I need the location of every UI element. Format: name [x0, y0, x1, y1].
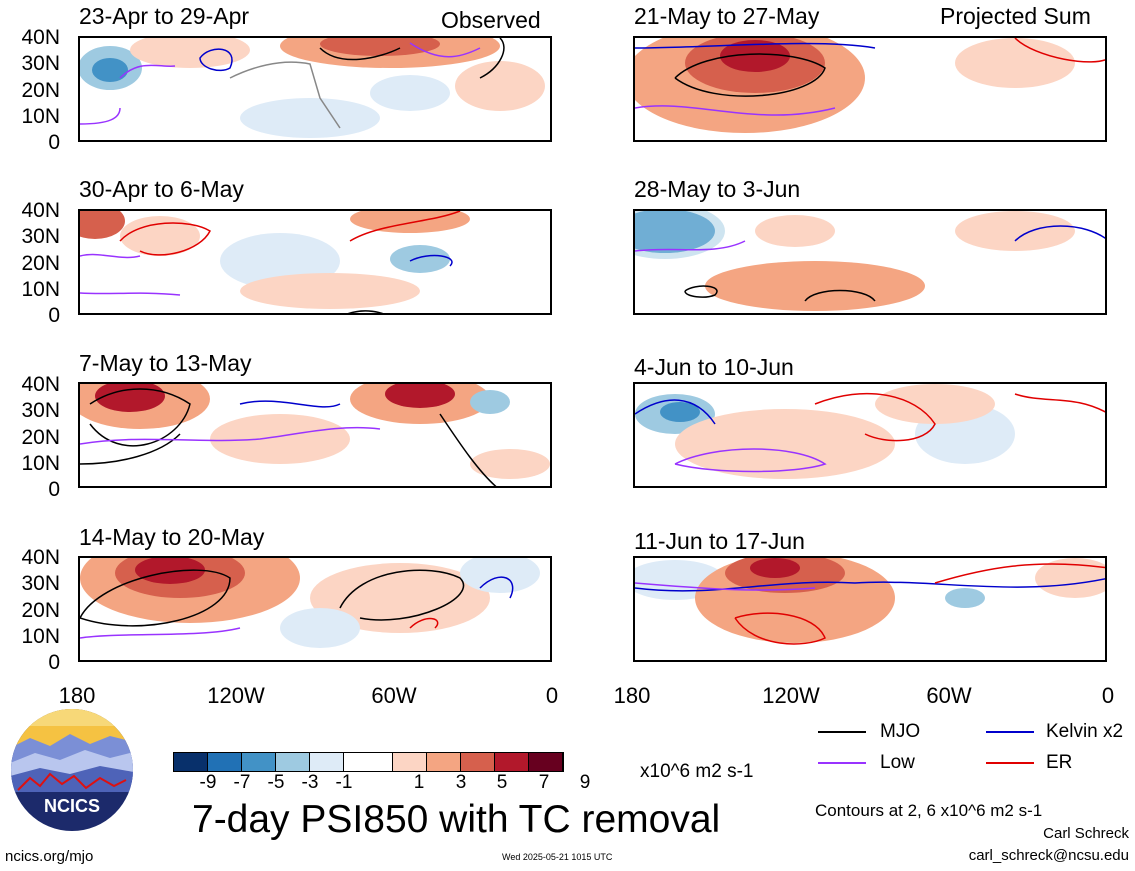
colorbar-units: x10^6 m2 s-1 [640, 761, 754, 782]
lat-label: 20N [21, 599, 60, 622]
lat-label: 0 [48, 478, 60, 501]
main-title: 7-day PSI850 with TC removal [192, 798, 721, 841]
map-panel-projected-3 [633, 382, 1107, 488]
lat-label: 10N [21, 105, 60, 128]
map-panel-observed-1 [78, 36, 552, 142]
lat-label: 30N [21, 572, 60, 595]
ncics-logo: NCICS [10, 708, 134, 832]
panel-title: 28-May to 3-Jun [634, 176, 801, 202]
lat-label: 30N [21, 52, 60, 75]
lat-label: 40N [21, 199, 60, 222]
lon-label: 60W [371, 683, 417, 708]
lat-label: 0 [48, 304, 60, 327]
colorbar-tick-label: -9 [199, 772, 217, 793]
panel-title: 4-Jun to 10-Jun [634, 354, 794, 380]
legend-kelvin-label: Kelvin x2 [1046, 721, 1124, 742]
lat-label: 30N [21, 225, 60, 248]
contours-note: Contours at 2, 6 x10^6 m2 s-1 [815, 801, 1043, 820]
colorbar-tick-label: -7 [233, 772, 251, 793]
colorbar-tick-label: -5 [267, 772, 285, 793]
colorbar-tick-label: 9 [579, 772, 591, 793]
map-panel-projected-1 [633, 36, 1107, 142]
panel-title: 23-Apr to 29-Apr [79, 3, 250, 29]
lat-label: 20N [21, 252, 60, 275]
email: carl_schreck@ncsu.edu [968, 847, 1129, 864]
lon-label: 0 [545, 683, 559, 708]
lat-label: 10N [21, 278, 60, 301]
map-panel-projected-2 [633, 209, 1107, 315]
lat-label: 40N [21, 546, 60, 569]
colorbar-tick-label: 3 [455, 772, 467, 793]
panel-title: 30-Apr to 6-May [79, 176, 244, 202]
colorbar-swatch [310, 753, 344, 771]
map-panel-observed-3 [78, 382, 552, 488]
legend-low-line [818, 762, 866, 764]
lon-label: 120W [762, 683, 820, 708]
timestamp: Wed 2025-05-21 1015 UTC [502, 852, 613, 862]
colorbar [173, 752, 564, 772]
colorbar-tick-label: 5 [496, 772, 508, 793]
map-panel-observed-4 [78, 556, 552, 662]
legend-low-label: Low [880, 752, 915, 773]
legend-kelvin-line [986, 731, 1034, 733]
lon-label: 0 [1101, 683, 1115, 708]
website-link[interactable]: ncics.org/mjo [5, 848, 94, 865]
lat-label: 20N [21, 426, 60, 449]
colorbar-tick-label: -1 [335, 772, 353, 793]
lon-label: 60W [926, 683, 972, 708]
legend-er-line [986, 762, 1034, 764]
map-panel-projected-4 [633, 556, 1107, 662]
lat-label: 10N [21, 452, 60, 475]
lat-label: 0 [48, 131, 60, 154]
colorbar-tick-label: -3 [301, 772, 319, 793]
colorbar-swatch [208, 753, 242, 771]
colorbar-swatch [393, 753, 427, 771]
colorbar-swatch [495, 753, 529, 771]
lat-label: 40N [21, 26, 60, 49]
legend-er-label: ER [1046, 752, 1073, 773]
colorbar-swatch [529, 753, 563, 771]
colorbar-swatch [461, 753, 495, 771]
colorbar-swatch [174, 753, 208, 771]
colorbar-swatch [427, 753, 461, 771]
panel-title: 7-May to 13-May [79, 350, 252, 376]
legend-mjo-line [818, 731, 866, 733]
colorbar-tick-label: 1 [413, 772, 425, 793]
panel-title: 21-May to 27-May [634, 3, 820, 29]
lat-label: 40N [21, 373, 60, 396]
projected-label: Projected Sum [940, 3, 1091, 29]
lon-label: 180 [58, 683, 96, 708]
lat-label: 0 [48, 651, 60, 674]
lat-label: 20N [21, 79, 60, 102]
lon-label: 180 [613, 683, 651, 708]
legend-mjo-label: MJO [880, 721, 921, 742]
panel-title: 11-Jun to 17-Jun [634, 528, 805, 554]
map-panel-observed-2 [78, 209, 552, 315]
colorbar-swatch [242, 753, 276, 771]
lon-label: 120W [207, 683, 265, 708]
colorbar-swatch [276, 753, 310, 771]
lat-label: 10N [21, 625, 60, 648]
lat-label: 30N [21, 399, 60, 422]
panel-title: 14-May to 20-May [79, 524, 265, 550]
observed-label: Observed [441, 7, 541, 33]
colorbar-swatch [344, 753, 393, 771]
author: Carl Schreck [1043, 825, 1129, 842]
logo-text: NCICS [44, 796, 100, 816]
colorbar-tick-label: 7 [538, 772, 550, 793]
